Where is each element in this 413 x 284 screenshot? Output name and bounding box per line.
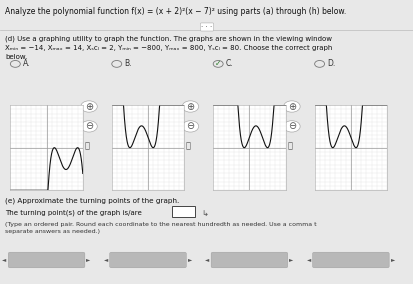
Text: ⧉: ⧉ (84, 141, 89, 150)
Text: ✓: ✓ (214, 59, 221, 68)
Text: B.: B. (124, 59, 131, 68)
Text: Analyze the polynomial function f(x) = (x + 2)²(x − 7)² using parts (a) through : Analyze the polynomial function f(x) = (… (5, 7, 345, 16)
Circle shape (81, 101, 97, 112)
Text: below.: below. (5, 54, 27, 60)
Text: ◄: ◄ (306, 258, 310, 262)
Circle shape (182, 121, 198, 132)
Text: ◄: ◄ (205, 258, 209, 262)
FancyBboxPatch shape (171, 206, 194, 217)
Text: ⊖: ⊖ (186, 121, 194, 131)
FancyBboxPatch shape (109, 252, 186, 268)
Text: ⧉: ⧉ (185, 141, 190, 150)
Text: ⊕: ⊕ (186, 101, 194, 112)
Text: The turning point(s) of the graph is/are: The turning point(s) of the graph is/are (5, 210, 141, 216)
Text: (e) Approximate the turning points of the graph.: (e) Approximate the turning points of th… (5, 197, 179, 204)
Text: ↳: ↳ (200, 210, 207, 219)
Text: ►: ► (390, 258, 394, 262)
Text: ►: ► (289, 258, 293, 262)
Circle shape (283, 121, 299, 132)
Text: · · ·: · · · (201, 24, 212, 30)
Text: ⊕: ⊕ (287, 101, 295, 112)
FancyBboxPatch shape (8, 252, 85, 268)
Text: ►: ► (188, 258, 192, 262)
Text: (d) Use a graphing utility to graph the function. The graphs are shown in the vi: (d) Use a graphing utility to graph the … (5, 36, 331, 42)
Text: ⧉: ⧉ (287, 141, 292, 150)
Text: C.: C. (225, 59, 233, 68)
Text: ⊖: ⊖ (85, 121, 93, 131)
Text: A.: A. (23, 59, 30, 68)
Text: ⊕: ⊕ (85, 101, 93, 112)
Circle shape (182, 101, 198, 112)
Text: D.: D. (326, 59, 335, 68)
Text: Xₘᵢₙ = −14, Xₘₐₓ = 14, Xₛᴄₗ = 2, Yₘᵢₙ = −800, Yₘₐₓ = 800, Yₛᴄₗ = 80. Choose the : Xₘᵢₙ = −14, Xₘₐₓ = 14, Xₛᴄₗ = 2, Yₘᵢₙ = … (5, 45, 332, 51)
Text: ⊖: ⊖ (287, 121, 295, 131)
FancyBboxPatch shape (312, 252, 388, 268)
Text: ◄: ◄ (104, 258, 108, 262)
FancyBboxPatch shape (211, 252, 287, 268)
Text: ►: ► (86, 258, 90, 262)
Text: separate answers as needed.): separate answers as needed.) (5, 229, 100, 234)
Text: ◄: ◄ (2, 258, 7, 262)
Circle shape (81, 121, 97, 132)
Text: (Type an ordered pair. Round each coordinate to the nearest hundredth as needed.: (Type an ordered pair. Round each coordi… (5, 222, 316, 227)
Circle shape (283, 101, 299, 112)
